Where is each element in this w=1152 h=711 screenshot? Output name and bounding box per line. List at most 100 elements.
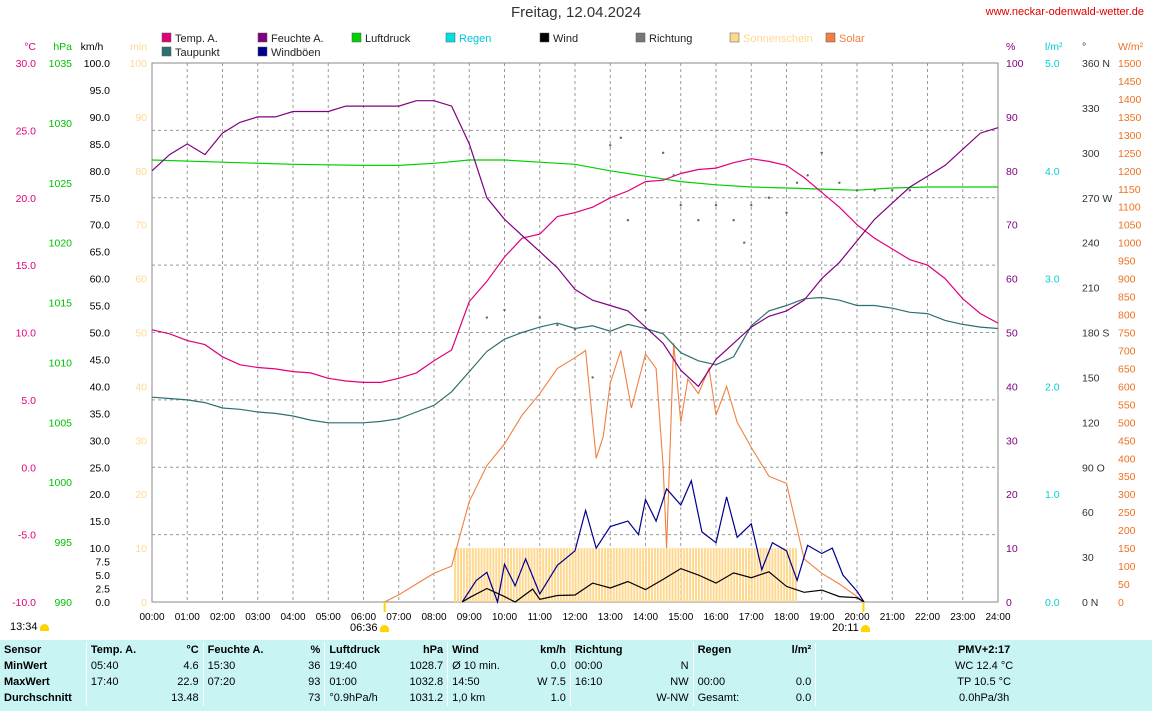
time-tick-label: 22:00 xyxy=(915,612,940,623)
direction-point xyxy=(679,204,682,207)
direction-point xyxy=(838,181,841,184)
time-tick-label: 21:00 xyxy=(880,612,905,623)
direction-point xyxy=(855,189,859,192)
cell xyxy=(692,658,772,674)
pressure-axis-label-unit: hPa xyxy=(53,41,72,53)
cell: 19:40 xyxy=(324,658,404,674)
website-link[interactable]: www.neckar-odenwald-wetter.de xyxy=(985,6,1144,18)
direction-point xyxy=(714,204,718,207)
wind-axis-label: 85.0 xyxy=(90,139,111,151)
direction-point xyxy=(743,241,746,244)
pressure-axis-label: 1010 xyxy=(49,357,73,369)
time-tick-label: 11:00 xyxy=(528,612,553,623)
direction-axis-label: 60 xyxy=(1082,507,1094,519)
sunshine-axis-label: 20 xyxy=(135,489,147,501)
time-tick-label: 19:00 xyxy=(809,612,834,623)
temp-axis-label: 20.0 xyxy=(16,193,37,205)
row-label: MinWert xyxy=(4,660,48,672)
direction-axis-label: 150 xyxy=(1082,372,1100,384)
temp-axis-label: -5.0 xyxy=(18,530,36,542)
time-tick-label: 13:00 xyxy=(598,612,623,623)
solar-axis-label: 600 xyxy=(1118,381,1136,393)
wind-axis-label: 2.5 xyxy=(95,584,110,596)
solar-axis-label: 150 xyxy=(1118,543,1136,555)
humidity-axis-label: 20 xyxy=(1006,489,1018,501)
col-direction-value xyxy=(649,642,693,658)
humidity-axis-label: 80 xyxy=(1006,166,1018,178)
time-tick-label: 07:00 xyxy=(386,612,411,623)
cell: 1028.7 xyxy=(409,660,444,672)
stats-row-min: MinWert 05:40 4.6 15:30 36 19:40 1028.7 … xyxy=(0,658,1152,674)
col-pressure: Luftdruck xyxy=(324,642,404,658)
solar-axis-label: 950 xyxy=(1118,256,1136,268)
col-rain-unit: l/m² xyxy=(791,644,812,656)
legend-swatch xyxy=(729,32,740,43)
time-tick-label: 20:00 xyxy=(844,612,869,623)
cell: 0.0 xyxy=(795,692,812,704)
pressure-axis-label: 1015 xyxy=(49,298,73,310)
solar-axis-label: 650 xyxy=(1118,363,1136,375)
legend-label: Taupunkt xyxy=(175,47,220,59)
humidity-axis-label: 90 xyxy=(1006,112,1018,124)
legend-swatch xyxy=(351,32,362,43)
sunshine-axis-label-unit: min xyxy=(130,41,147,53)
temperature-line xyxy=(151,158,999,383)
direction-axis-label: 210 xyxy=(1082,283,1100,295)
cell: 17:40 xyxy=(85,674,155,690)
legend-swatch xyxy=(161,32,172,43)
solar-axis-label: 1250 xyxy=(1118,148,1142,160)
cell: 1031.2 xyxy=(409,692,444,704)
solar-axis-label: 1100 xyxy=(1118,202,1141,214)
row-label: Durchschnitt xyxy=(4,692,72,704)
solar-axis-label: 100 xyxy=(1118,561,1136,573)
time-tick-label: 08:00 xyxy=(421,612,446,623)
wind-axis-label: 55.0 xyxy=(90,301,111,313)
solar-axis-label: 900 xyxy=(1118,274,1136,286)
wind-axis-label: 25.0 xyxy=(90,462,111,474)
direction-point xyxy=(626,219,630,222)
legend-swatch xyxy=(257,46,268,57)
direction-axis-label: 330 xyxy=(1082,103,1100,115)
wind-axis-unit: km/h xyxy=(81,41,104,53)
wind-axis-label: 20.0 xyxy=(90,489,111,501)
temp-axis-label: 25.0 xyxy=(16,125,37,137)
pressure-axis-label: 990 xyxy=(54,597,72,609)
cell xyxy=(569,690,649,706)
cell: TP 10.5 °C xyxy=(815,674,1152,690)
cell: W-NW xyxy=(656,692,689,704)
wind-axis-label: 7.5 xyxy=(95,557,110,569)
humidity-axis-label: 30 xyxy=(1006,435,1018,447)
temp-axis-label: 30.0 xyxy=(16,58,37,70)
legend-label: Luftdruck xyxy=(365,33,411,45)
legend-label: Windböen xyxy=(271,47,321,59)
cell: 00:00 xyxy=(569,658,649,674)
cell: Gesamt: xyxy=(692,690,772,706)
cell: NW xyxy=(670,676,689,688)
sunset-label: 20:11 xyxy=(832,622,870,634)
cell: 36 xyxy=(308,660,321,672)
col-pmv: PMV+2:17 xyxy=(815,642,1152,658)
cell: 1032.8 xyxy=(409,676,444,688)
cell: 93 xyxy=(308,676,321,688)
solar-axis-label: 1350 xyxy=(1118,112,1142,124)
temp-axis-label: 0.0 xyxy=(21,462,36,474)
cell: 00:00 xyxy=(692,674,772,690)
wind-axis-label: 15.0 xyxy=(90,516,111,528)
direction-point xyxy=(750,204,753,207)
humidity-axis-label: 70 xyxy=(1006,220,1018,232)
solar-axis-label: 1300 xyxy=(1118,130,1142,142)
col-humidity: Feuchte A. xyxy=(202,642,282,658)
legend-swatch xyxy=(445,32,456,43)
cell: 01:00 xyxy=(324,674,404,690)
rain-axis-label: 4.0 xyxy=(1045,166,1060,178)
col-temp-unit: °C xyxy=(186,644,199,656)
direction-point xyxy=(820,151,823,155)
pressure-axis-label: 1005 xyxy=(49,417,73,429)
humidity-axis-label: 40 xyxy=(1006,381,1018,393)
wind-axis-label: 70.0 xyxy=(90,220,111,232)
cell: 07:20 xyxy=(202,674,282,690)
current-time-label: 13:34 xyxy=(10,621,49,633)
time-tick-label: 10:00 xyxy=(492,612,517,623)
pressure-axis-label: 1035 xyxy=(49,58,73,70)
sunshine-axis-label: 30 xyxy=(135,435,147,447)
